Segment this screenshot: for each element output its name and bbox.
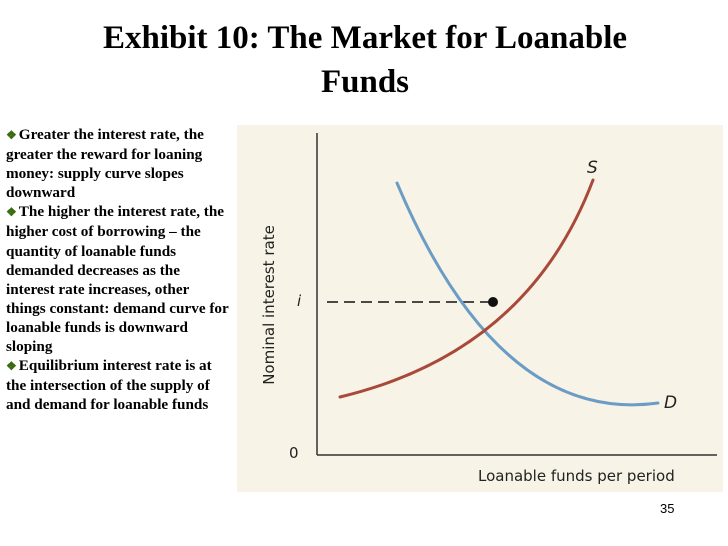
bullet-text: Equilibrium interest rate is at the inte… xyxy=(6,357,212,414)
bullet-text: Greater the interest rate, the greater t… xyxy=(6,126,204,202)
demand-curve-label: D xyxy=(664,393,677,413)
bullet-item: ❖ Greater the interest rate, the greater … xyxy=(6,125,231,202)
equilibrium-rate-label: i xyxy=(297,292,302,310)
diamond-bullet-icon: ❖ xyxy=(6,128,17,142)
diamond-bullet-icon: ❖ xyxy=(6,359,17,374)
diagram-canvas: Nominal interest rate Loanable funds per… xyxy=(237,125,723,492)
demand-curve xyxy=(395,181,660,407)
slide-title: Exhibit 10: The Market for Loanable Fund… xyxy=(40,16,690,104)
equilibrium-point xyxy=(488,297,498,307)
title-line-1: Exhibit 10: The Market for Loanable xyxy=(102,20,628,56)
diamond-bullet-icon: ❖ xyxy=(6,205,17,220)
diagram-background xyxy=(237,125,723,492)
origin-label: 0 xyxy=(289,444,299,462)
title-line-2: Funds xyxy=(320,64,410,100)
bullet-item: ❖ Equilibrium interest rate is at the int… xyxy=(6,356,231,414)
loanable-funds-diagram: Nominal interest rate Loanable funds per… xyxy=(237,125,723,492)
y-axis-label: Nominal interest rate xyxy=(260,225,278,385)
x-axis-label: Loanable funds per period xyxy=(478,467,675,485)
supply-curve-label: S xyxy=(587,158,598,178)
bullet-list: ❖ Greater the interest rate, the greater … xyxy=(6,125,231,414)
supply-curve xyxy=(338,178,595,399)
bullet-item: ❖ The higher the interest rate, the highe… xyxy=(6,202,231,356)
bullet-text: The higher the interest rate, the higher… xyxy=(6,203,229,356)
page-number: 35 xyxy=(660,501,675,516)
